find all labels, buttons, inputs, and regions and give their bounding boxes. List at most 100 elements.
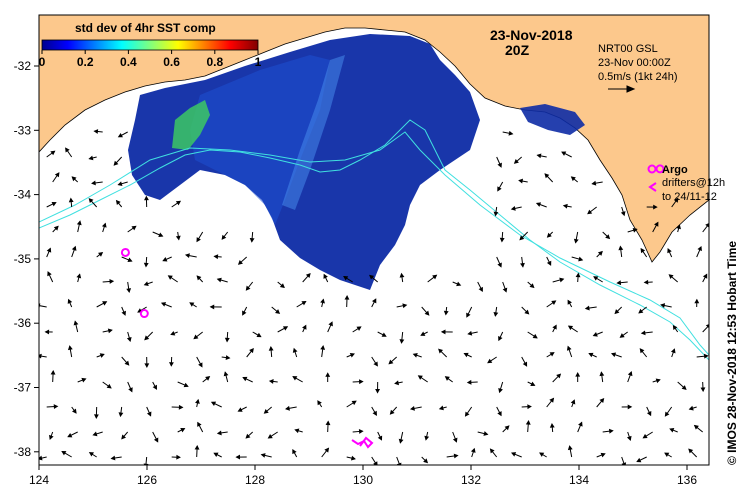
current-vector-head: [487, 358, 493, 364]
current-vector-head: [549, 422, 555, 428]
current-vector-head: [639, 348, 645, 354]
current-vector-head: [399, 272, 405, 278]
current-vector-head: [193, 334, 199, 340]
current-vector-head: [71, 176, 77, 182]
current-vector-head: [358, 379, 364, 385]
current-vector-head: [115, 199, 121, 205]
lon-tick-label: 132: [461, 473, 481, 487]
current-vector-head: [39, 455, 43, 461]
current-vector-head: [121, 310, 126, 316]
current-vector-head: [410, 406, 415, 411]
current-vector-head: [124, 360, 130, 366]
lat-tick-label: -32: [14, 59, 32, 73]
current-vector-head: [498, 335, 503, 342]
current-vector-head: [176, 454, 181, 460]
current-vector-head: [705, 324, 709, 329]
current-vector-head: [117, 132, 123, 138]
land-mass: [39, 15, 709, 263]
colorbar-gradient: [41, 39, 259, 51]
current-vector-head: [99, 353, 105, 358]
current-vector-head: [688, 405, 694, 411]
current-vector-head: [664, 411, 670, 417]
current-vector-head: [497, 411, 502, 417]
current-vector-head: [381, 332, 387, 337]
current-vector-head: [320, 298, 325, 304]
current-vector-head: [654, 221, 659, 227]
current-vector-head: [702, 273, 708, 279]
current-vector-head: [242, 376, 248, 382]
current-vector-head: [160, 302, 167, 307]
current-vector-head: [301, 300, 307, 306]
current-vector-head: [47, 271, 52, 277]
lon-tick-label: 124: [29, 473, 49, 487]
current-vector-head: [532, 333, 538, 339]
current-vector-head: [549, 352, 555, 357]
current-model-label: NRT00 GSL: [598, 43, 658, 55]
current-vector-head: [263, 409, 269, 414]
current-vector-head: [127, 257, 133, 263]
current-vector-head: [394, 380, 400, 386]
current-vector-head: [524, 309, 530, 315]
current-vector-head: [417, 375, 423, 380]
current-vector-head: [53, 404, 59, 410]
current-vector-head: [153, 437, 159, 443]
current-vector-head: [118, 412, 124, 418]
current-vector-head: [102, 301, 108, 306]
current-vector-head: [697, 245, 702, 252]
current-vector-head: [224, 337, 230, 343]
current-vector-head: [275, 309, 281, 314]
current-vector-head: [81, 377, 87, 383]
colorbar-tick-label: 0.4: [120, 55, 137, 69]
current-vector-head: [511, 452, 517, 457]
current-vector-head: [53, 225, 59, 231]
current-vector-head: [128, 387, 133, 393]
current-vector-head: [389, 409, 395, 415]
current-vector-head: [377, 435, 383, 441]
current-time-label: 23-Nov 00:00Z: [598, 57, 671, 69]
current-vector-head: [249, 237, 255, 243]
lat-tick-label: -38: [14, 445, 32, 459]
argo-float-marker: [139, 309, 149, 319]
current-vector-head: [669, 428, 675, 433]
lat-tick-label: -37: [14, 381, 32, 395]
current-vector-head: [681, 385, 687, 390]
current-vector-head: [245, 285, 251, 291]
drifter-legend-label-1: drifters@12h: [662, 177, 725, 189]
current-vector-head: [325, 372, 331, 377]
current-vector-head: [570, 399, 576, 405]
current-vector-head: [189, 302, 195, 307]
current-vector-head: [513, 159, 519, 164]
current-vector-head: [544, 173, 550, 179]
current-vector-head: [91, 180, 96, 186]
plot-frame: [38, 14, 710, 466]
current-vector-head: [498, 388, 503, 394]
current-vector-head: [667, 248, 672, 254]
current-vector-head: [578, 256, 584, 262]
lon-tick-label: 126: [137, 473, 157, 487]
current-vector-head: [328, 321, 333, 327]
lat-tick-label: -36: [14, 316, 32, 330]
current-vector-head: [591, 180, 597, 186]
current-scale-arrow: [608, 85, 636, 93]
current-vector-head: [412, 353, 418, 358]
current-vector-head: [294, 428, 300, 434]
current-vector-head: [616, 280, 622, 286]
current-vector-head: [693, 424, 699, 430]
current-vector-head: [632, 227, 638, 233]
current-vector-head: [101, 222, 107, 228]
current-vector-head: [76, 273, 82, 279]
colorbar-tick-label: 0.8: [206, 55, 223, 69]
current-vector-head: [518, 178, 524, 184]
current-vector-head: [619, 333, 625, 338]
argo-legend-label: Argo: [662, 164, 688, 176]
current-vector-head: [221, 234, 227, 240]
current-vector-head: [703, 353, 709, 359]
current-vector-head: [196, 237, 201, 243]
current-vector-head: [438, 405, 444, 411]
current-vector-head: [356, 326, 362, 331]
current-vector-head: [575, 272, 581, 278]
current-vector-head: [399, 339, 405, 344]
current-vector-head: [567, 445, 573, 451]
current-vector-head: [640, 330, 646, 336]
current-vector-head: [638, 308, 644, 314]
